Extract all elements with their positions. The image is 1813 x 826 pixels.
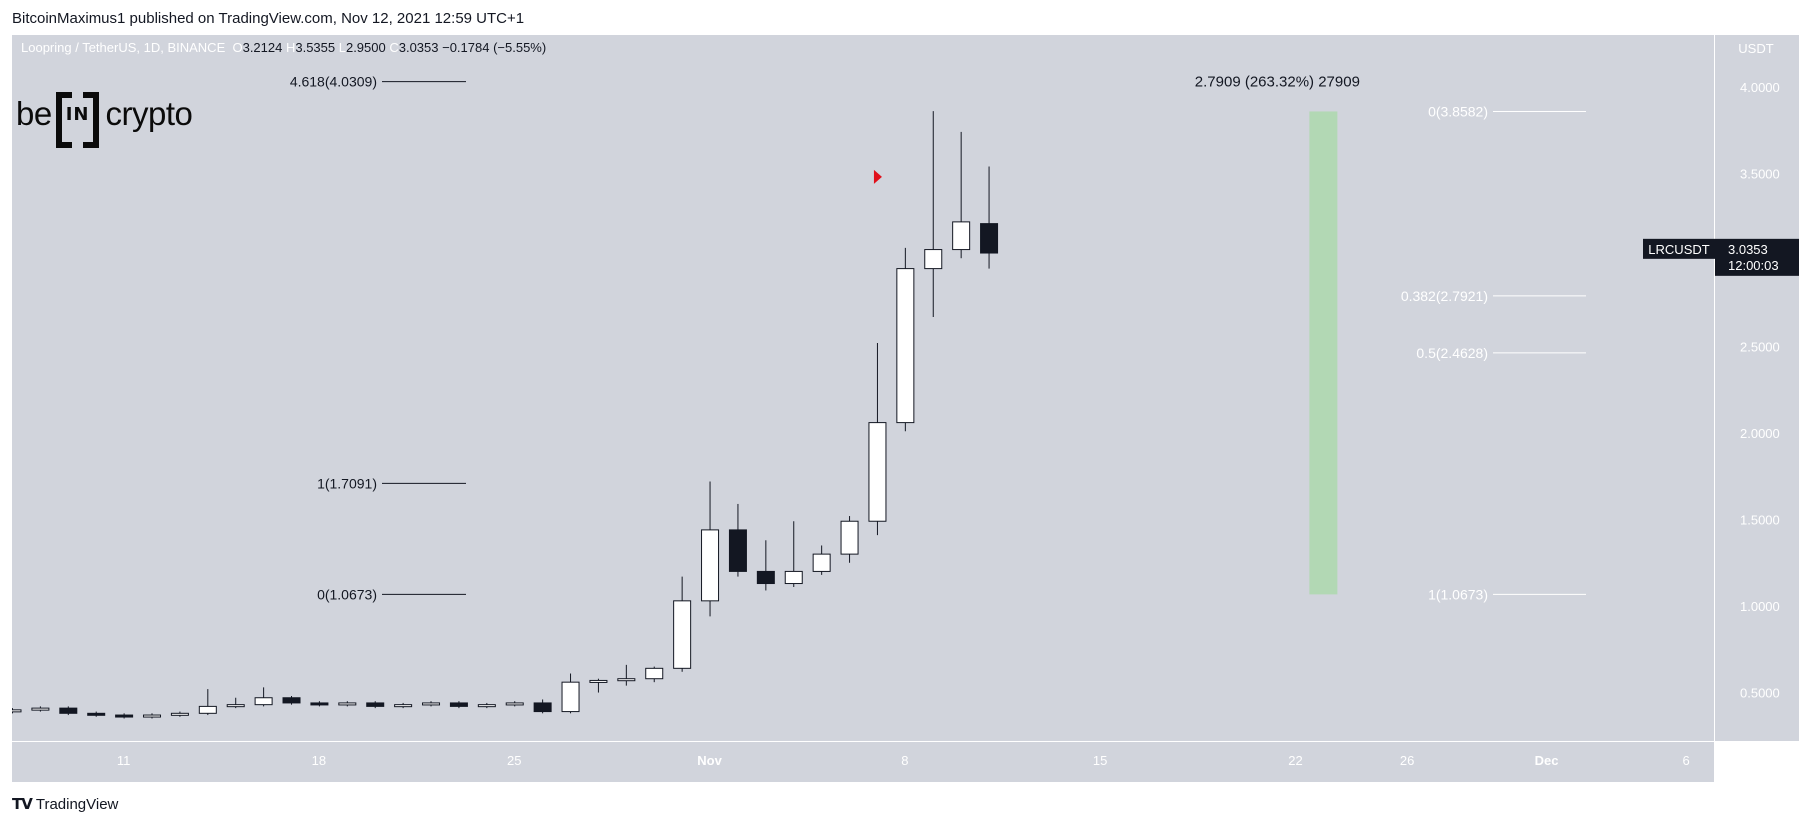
time-tick-label: 8: [901, 753, 908, 768]
candle-up[interactable]: [673, 600, 692, 669]
legend-change-value: −0.1784 (−5.55%): [439, 40, 547, 55]
candle-up[interactable]: [394, 704, 413, 708]
tradingview-logo-icon: TV: [12, 795, 33, 813]
legend-close-value: 3.0353: [399, 40, 439, 55]
candle-up[interactable]: [12, 709, 22, 713]
time-tick-label: 11: [117, 753, 131, 768]
price-chart[interactable]: USDT4.00003.50003.00002.50002.00001.5000…: [12, 35, 1799, 782]
time-tick-label: 15: [1093, 753, 1107, 768]
candle-up[interactable]: [952, 221, 971, 251]
candle-down[interactable]: [756, 570, 775, 585]
time-tick-label: 6: [1682, 753, 1689, 768]
candle-up[interactable]: [422, 702, 441, 706]
candle-up[interactable]: [868, 422, 887, 522]
legend-symbol: Loopring / TetherUS, 1D, BINANCE: [21, 40, 226, 55]
candle-down[interactable]: [115, 714, 134, 718]
fib-extension-label: 1(1.7091): [317, 475, 377, 491]
last-price-value: 3.0353: [1728, 242, 1768, 257]
logo-bracket-mark: IN: [55, 92, 100, 148]
legend-high-label: H: [282, 40, 295, 55]
candle-up[interactable]: [505, 702, 524, 706]
fib-extension-label: 4.618(4.0309): [290, 74, 377, 90]
candle-up[interactable]: [477, 704, 496, 708]
time-tick-label: Nov: [697, 753, 722, 768]
time-axis[interactable]: [12, 741, 1714, 782]
price-axis[interactable]: [1714, 35, 1799, 741]
candle-up[interactable]: [589, 679, 608, 683]
tradingview-footer[interactable]: TV TradingView: [12, 794, 118, 814]
price-range-measure[interactable]: [1309, 111, 1338, 595]
symbol-tag-label: LRCUSDT: [1648, 242, 1709, 257]
candle-up[interactable]: [784, 570, 803, 585]
candle-up[interactable]: [701, 529, 720, 602]
signal-marker-icon[interactable]: [873, 169, 882, 184]
time-tick-label: 26: [1400, 753, 1414, 768]
last-price-tag[interactable]: [1715, 238, 1799, 276]
candle-up[interactable]: [226, 704, 245, 708]
legend-close-label: C: [386, 40, 399, 55]
candle-down[interactable]: [728, 529, 747, 572]
candle-down[interactable]: [366, 702, 385, 707]
logo-text-left: be: [16, 95, 52, 132]
time-tick-label: Dec: [1535, 753, 1559, 768]
candle-down[interactable]: [59, 707, 78, 714]
measure-label: 2.7909 (263.32%) 27909: [1195, 73, 1360, 90]
tradingview-label: TradingView: [35, 795, 119, 813]
candle-down[interactable]: [533, 702, 552, 713]
price-axis-unit: USDT: [1738, 41, 1773, 56]
symbol-tag[interactable]: [1643, 238, 1715, 259]
price-tick-label: 1.0000: [1740, 599, 1780, 614]
legend-low-value: 2.9500: [346, 40, 386, 55]
candle-down[interactable]: [282, 697, 301, 704]
price-tick-label: 1.5000: [1740, 513, 1780, 528]
fib-retracement-label: 1(1.0673): [1428, 586, 1488, 602]
candle-up[interactable]: [645, 667, 664, 680]
price-tick-label: 0.5000: [1740, 686, 1780, 701]
legend-open-value: 3.2124: [243, 40, 283, 55]
logo-text-right: crypto: [105, 95, 193, 132]
legend-low-label: L: [335, 40, 346, 55]
fib-retracement-label: 0.382(2.7921): [1401, 288, 1488, 304]
candle-up[interactable]: [896, 268, 915, 424]
fib-retracement-label: 0.5(2.4628): [1416, 345, 1488, 361]
price-tick-label: 2.0000: [1740, 426, 1780, 441]
logo-mark-text: IN: [65, 103, 90, 125]
price-tick-label: 3.5000: [1740, 166, 1780, 181]
time-tick-label: 22: [1288, 753, 1302, 768]
price-tick-label: 2.5000: [1740, 339, 1780, 354]
price-tick-label: 4.0000: [1740, 80, 1780, 95]
candle-up[interactable]: [840, 520, 859, 555]
time-tick-label: 18: [312, 753, 326, 768]
legend-high-value: 3.5355: [295, 40, 335, 55]
candle-up[interactable]: [617, 678, 636, 682]
candle-down[interactable]: [310, 702, 329, 706]
candle-up[interactable]: [924, 249, 943, 270]
candle-up[interactable]: [170, 712, 189, 716]
candle-up[interactable]: [338, 702, 357, 706]
plot-area[interactable]: [12, 35, 1714, 741]
candle-down[interactable]: [980, 223, 999, 254]
ohlc-legend[interactable]: Loopring / TetherUS, 1D, BINANCE O3.2124…: [21, 40, 546, 55]
candle-up[interactable]: [561, 681, 580, 713]
candle-up[interactable]: [143, 714, 162, 718]
legend-open-label: O: [225, 40, 242, 55]
candle-up[interactable]: [198, 705, 217, 714]
candle-down[interactable]: [449, 702, 468, 707]
fib-retracement-label: 0(3.8582): [1428, 103, 1488, 119]
publisher-caption: BitcoinMaximus1 published on TradingView…: [12, 10, 525, 27]
candle-down[interactable]: [87, 712, 106, 716]
fib-extension-label: 0(1.0673): [317, 586, 377, 602]
time-tick-label: 25: [507, 753, 521, 768]
beincrypto-logo: be IN crypto: [16, 92, 193, 148]
candle-up[interactable]: [31, 707, 50, 711]
candle-countdown: 12:00:03: [1728, 258, 1779, 273]
candle-up[interactable]: [254, 697, 273, 706]
chart-pane[interactable]: USDT4.00003.50003.00002.50002.00001.5000…: [12, 35, 1799, 782]
candle-up[interactable]: [812, 553, 831, 572]
